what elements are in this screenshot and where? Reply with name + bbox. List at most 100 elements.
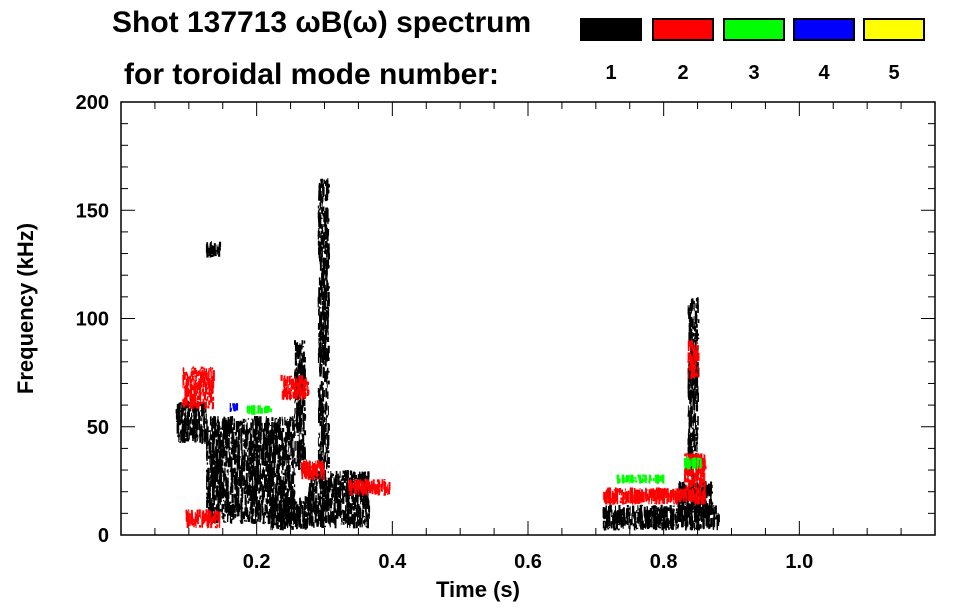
spectral-point bbox=[259, 416, 262, 425]
spectral-point bbox=[253, 519, 256, 524]
spectral-point bbox=[695, 420, 698, 422]
spectral-point bbox=[206, 502, 208, 508]
spectral-point bbox=[259, 517, 262, 519]
spectral-point bbox=[321, 194, 322, 198]
spectral-point bbox=[292, 450, 295, 454]
spectral-point bbox=[285, 445, 287, 455]
spectral-point bbox=[298, 439, 301, 447]
legend-item: 4 bbox=[793, 18, 855, 84]
spectral-point bbox=[321, 331, 325, 339]
spectral-point bbox=[266, 427, 268, 435]
spectral-point bbox=[247, 485, 250, 492]
spectral-point bbox=[218, 500, 220, 509]
spectral-point bbox=[296, 501, 298, 504]
spectral-point bbox=[204, 373, 206, 377]
spectral-point bbox=[320, 431, 323, 441]
spectral-point bbox=[285, 456, 287, 465]
spectral-point bbox=[322, 352, 325, 361]
spectral-point bbox=[265, 505, 267, 511]
spectral-point bbox=[697, 416, 699, 426]
spectral-point bbox=[230, 491, 233, 493]
spectral-point bbox=[605, 505, 607, 515]
spectral-point bbox=[325, 504, 327, 510]
spectral-point bbox=[249, 466, 252, 474]
spectral-point bbox=[200, 372, 201, 381]
spectral-point bbox=[319, 217, 321, 224]
spectral-point bbox=[322, 212, 324, 217]
spectral-point bbox=[222, 470, 225, 477]
spectral-point bbox=[335, 479, 337, 490]
spectral-point bbox=[261, 456, 264, 466]
spectral-point bbox=[321, 273, 323, 281]
legend-item: 5 bbox=[863, 18, 925, 84]
spectral-point bbox=[250, 493, 253, 501]
spectral-point bbox=[272, 496, 273, 504]
spectral-point bbox=[225, 510, 228, 514]
spectral-point bbox=[220, 447, 222, 454]
spectral-point bbox=[207, 446, 209, 450]
spectral-point bbox=[243, 449, 245, 458]
spectral-point bbox=[252, 428, 255, 438]
spectral-point bbox=[346, 519, 349, 523]
spectral-point bbox=[685, 524, 687, 531]
spectral-point bbox=[700, 513, 703, 516]
spectral-point bbox=[249, 511, 251, 519]
spectral-point bbox=[282, 428, 285, 433]
spectral-point bbox=[324, 251, 326, 254]
spectral-point bbox=[195, 435, 197, 437]
spectral-point bbox=[243, 424, 245, 435]
spectral-point bbox=[322, 471, 325, 480]
spectral-point bbox=[694, 319, 697, 324]
spectral-point bbox=[224, 450, 227, 457]
spectral-point bbox=[639, 504, 641, 512]
spectral-point bbox=[356, 517, 358, 528]
spectral-point bbox=[258, 463, 261, 465]
spectral-point bbox=[620, 514, 622, 524]
spectral-point bbox=[251, 449, 253, 452]
spectral-point bbox=[332, 473, 334, 477]
spectral-point bbox=[321, 342, 323, 344]
spectral-point bbox=[320, 409, 323, 415]
spectral-point bbox=[328, 503, 330, 511]
spectral-point bbox=[220, 477, 222, 484]
spectral-point bbox=[341, 518, 343, 523]
spectral-point bbox=[299, 507, 301, 509]
spectral-point bbox=[257, 513, 260, 520]
spectral-point bbox=[361, 485, 364, 496]
spectral-point bbox=[179, 420, 181, 423]
spectral-point bbox=[189, 419, 191, 429]
spectral-point bbox=[293, 457, 296, 464]
spectral-point bbox=[357, 501, 359, 508]
spectral-point bbox=[247, 429, 250, 435]
spectral-point bbox=[711, 485, 712, 496]
spectral-point bbox=[322, 240, 325, 249]
spectral-point bbox=[295, 464, 298, 467]
spectral-point bbox=[282, 521, 284, 527]
spectral-point bbox=[239, 480, 243, 489]
spectral-point bbox=[319, 477, 321, 479]
spectral-point bbox=[216, 485, 218, 493]
spectral-point bbox=[681, 520, 684, 528]
spectral-point bbox=[216, 507, 219, 514]
spectral-point bbox=[299, 508, 302, 518]
spectral-point bbox=[340, 503, 342, 514]
spectral-point bbox=[275, 516, 278, 527]
spectral-point bbox=[236, 464, 240, 469]
spectral-point bbox=[708, 514, 710, 523]
spectral-point bbox=[687, 368, 690, 376]
spectral-point bbox=[317, 474, 320, 476]
spectral-point bbox=[322, 517, 325, 524]
spectral-point bbox=[272, 443, 275, 447]
spectral-point bbox=[364, 497, 367, 504]
spectral-point bbox=[325, 325, 328, 336]
spectral-point bbox=[260, 473, 262, 479]
spectral-point bbox=[257, 455, 260, 458]
spectral-point bbox=[655, 509, 657, 516]
spectral-point bbox=[298, 387, 301, 397]
spectral-point bbox=[285, 466, 288, 472]
spectral-point bbox=[208, 379, 210, 389]
spectral-point bbox=[677, 506, 680, 517]
spectral-point bbox=[192, 401, 194, 410]
spectral-point bbox=[695, 323, 697, 332]
spectral-point bbox=[254, 416, 256, 421]
